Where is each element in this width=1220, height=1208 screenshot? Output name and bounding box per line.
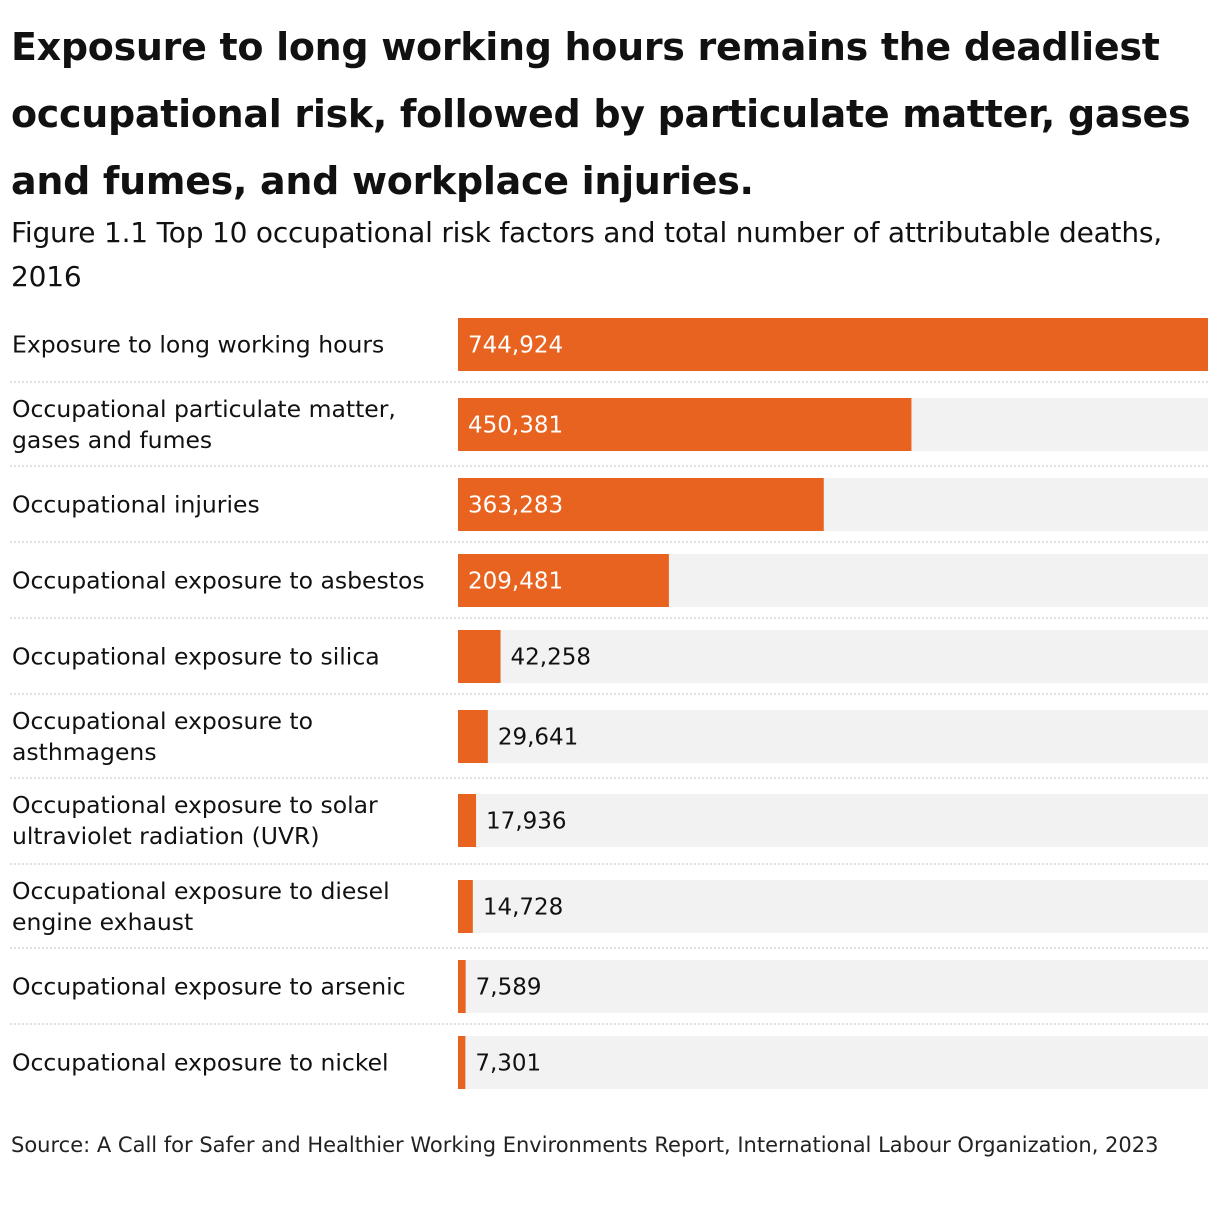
bar-track [458, 630, 1208, 683]
value-label: 7,589 [476, 975, 542, 1001]
bar [458, 1036, 466, 1089]
value-label: 29,641 [498, 725, 578, 751]
category-label: Occupational exposure to asbestos [12, 567, 425, 595]
category-label: Occupational exposure to solar ultraviole… [12, 791, 378, 850]
bar-track [458, 710, 1208, 763]
bar-track [458, 794, 1208, 847]
bar [458, 630, 501, 683]
category-label: Occupational particulate matter, gases an… [12, 395, 396, 454]
bar [458, 880, 473, 933]
category-label: Occupational exposure to arsenic [12, 973, 406, 1001]
bar [458, 960, 466, 1013]
value-label: 363,283 [468, 493, 563, 519]
category-label: Occupational exposure to asthmagens [12, 707, 313, 766]
chart-subtitle: Figure 1.1 Top 10 occupational risk fact… [11, 216, 1162, 293]
value-label: 450,381 [468, 413, 563, 439]
chart-title: Exposure to long working hours remains t… [11, 25, 1191, 203]
category-label: Exposure to long working hours [12, 331, 384, 359]
value-label: 14,728 [483, 895, 563, 921]
bar-chart: Exposure to long working hours 744,924 Occ… [10, 318, 1208, 1089]
bar [458, 554, 669, 607]
value-label: 7,301 [475, 1051, 541, 1077]
value-label: 17,936 [486, 809, 566, 835]
category-label: Occupational exposure to diesel engine ex… [12, 877, 390, 936]
source-note: Source: A Call for Safer and Healthier W… [11, 1133, 1159, 1157]
bar-track [458, 880, 1208, 933]
bar [458, 398, 912, 451]
bar-track [458, 1036, 1208, 1089]
value-label: 744,924 [468, 333, 563, 359]
bar [458, 710, 488, 763]
bar [458, 318, 1208, 371]
bar [458, 794, 477, 847]
bar [458, 478, 824, 531]
bar-track [458, 960, 1208, 1013]
value-label: 209,481 [468, 569, 563, 595]
category-label: Occupational injuries [12, 491, 260, 519]
value-label: 42,258 [511, 645, 591, 671]
category-label: Occupational exposure to nickel [12, 1049, 389, 1077]
category-label: Occupational exposure to silica [12, 643, 380, 671]
